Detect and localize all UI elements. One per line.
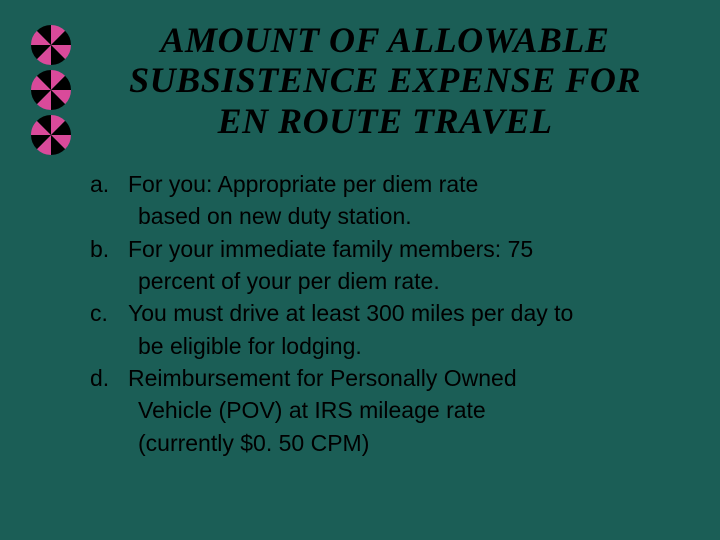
slide: AMOUNT OF ALLOWABLE SUBSISTENCE EXPENSE … — [0, 0, 720, 540]
list-item-label — [90, 428, 128, 458]
list-item-text: Reimbursement for Personally Owned — [128, 363, 680, 393]
list-item: a. For you: Appropriate per diem rate — [90, 169, 680, 199]
list-item-line: Reimbursement for Personally Owned — [128, 365, 517, 391]
list-item-label: c. — [90, 298, 128, 328]
pinwheel-icon — [26, 20, 76, 70]
slide-title: AMOUNT OF ALLOWABLE SUBSISTENCE EXPENSE … — [90, 20, 680, 141]
list-item-line: For you: Appropriate per diem rate — [128, 171, 478, 197]
list-item-label — [90, 201, 128, 231]
title-line-2: SUBSISTENCE EXPENSE FOR — [129, 60, 641, 100]
list-item: b. For your immediate family members: 75 — [90, 234, 680, 264]
list-item: based on new duty station. — [90, 201, 680, 231]
list-item-label: a. — [90, 169, 128, 199]
list-item-label — [90, 266, 128, 296]
list-item: (currently $0. 50 CPM) — [90, 428, 680, 458]
list-item-text: For you: Appropriate per diem rate — [128, 169, 680, 199]
list-item-line: percent of your per diem rate. — [128, 266, 680, 296]
list-item: Vehicle (POV) at IRS mileage rate — [90, 395, 680, 425]
pinwheel-icon — [26, 65, 76, 115]
list-item-line: based on new duty station. — [128, 201, 680, 231]
list-item-line: Vehicle (POV) at IRS mileage rate — [128, 395, 680, 425]
list-item-line: (currently $0. 50 CPM) — [128, 428, 680, 458]
list-item: be eligible for lodging. — [90, 331, 680, 361]
list-item-label — [90, 331, 128, 361]
list-item-line: be eligible for lodging. — [128, 331, 680, 361]
list-item-line: You must drive at least 300 miles per da… — [128, 300, 573, 326]
list-item-label — [90, 395, 128, 425]
list-item: c. You must drive at least 300 miles per… — [90, 298, 680, 328]
list-item-text: You must drive at least 300 miles per da… — [128, 298, 680, 328]
list-item: d. Reimbursement for Personally Owned — [90, 363, 680, 393]
title-line-3: EN ROUTE TRAVEL — [218, 101, 553, 141]
body-list: a. For you: Appropriate per diem rate ba… — [90, 169, 680, 458]
list-item: percent of your per diem rate. — [90, 266, 680, 296]
pinwheel-icon — [26, 110, 76, 160]
list-item-line: For your immediate family members: 75 — [128, 236, 533, 262]
list-item-label: b. — [90, 234, 128, 264]
title-line-1: AMOUNT OF ALLOWABLE — [161, 20, 610, 60]
list-item-text: For your immediate family members: 75 — [128, 234, 680, 264]
list-item-label: d. — [90, 363, 128, 393]
